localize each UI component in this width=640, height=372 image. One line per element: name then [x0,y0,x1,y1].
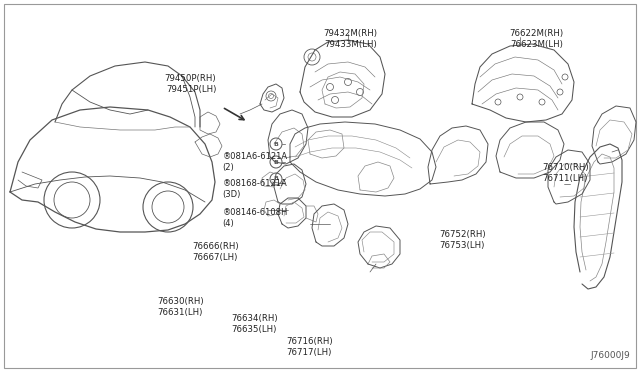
Text: J76000J9: J76000J9 [590,351,630,360]
Text: 76666(RH)
76667(LH): 76666(RH) 76667(LH) [192,242,239,262]
Text: 76710(RH)
76711(LH): 76710(RH) 76711(LH) [543,163,589,183]
Text: ®08168-6121A
(3D): ®08168-6121A (3D) [223,179,287,199]
Text: B: B [273,141,278,147]
Text: B: B [273,176,278,182]
Text: 76716(RH)
76717(LH): 76716(RH) 76717(LH) [287,337,333,357]
Text: 76634(RH)
76635(LH): 76634(RH) 76635(LH) [232,314,278,334]
Text: 76752(RH)
76753(LH): 76752(RH) 76753(LH) [439,230,486,250]
Text: 76630(RH)
76631(LH): 76630(RH) 76631(LH) [157,297,204,317]
Text: ®081A6-6121A
(2): ®081A6-6121A (2) [223,152,288,172]
Text: 76622M(RH)
76623M(LH): 76622M(RH) 76623M(LH) [509,29,563,49]
Text: B: B [273,160,278,164]
Text: ®08146-6108H
(4): ®08146-6108H (4) [223,208,288,228]
Text: 79450P(RH)
79451P(LH): 79450P(RH) 79451P(LH) [164,74,216,94]
Text: 79432M(RH)
79433M(LH): 79432M(RH) 79433M(LH) [324,29,378,49]
